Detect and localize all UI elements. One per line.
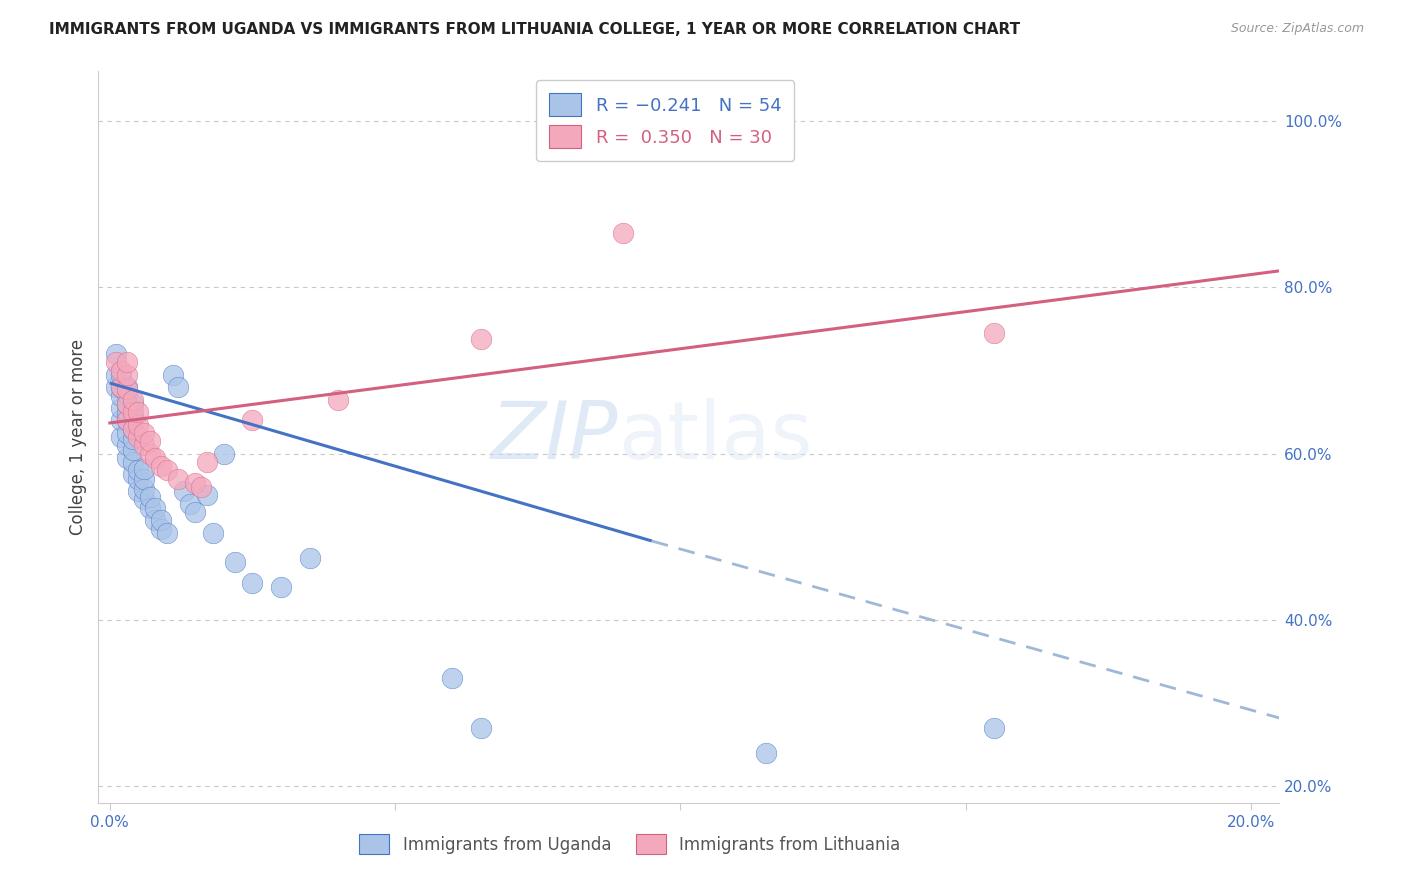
Point [162,368,184,382]
Point [755,746,778,760]
Point [201,525,224,540]
Point [270,580,292,594]
Point [132,438,155,452]
Point [184,505,207,519]
Point [127,405,149,419]
Point [195,488,218,502]
Point [212,447,235,461]
Point [115,380,138,394]
Point [115,355,138,369]
Point [150,459,173,474]
Point [104,368,127,382]
Point [127,430,149,444]
Point [121,455,143,469]
Point [115,397,138,411]
Point [145,450,167,465]
Point [110,401,132,415]
Text: atlas: atlas [619,398,813,476]
Point [139,490,162,504]
Point [121,422,143,436]
Point [110,363,132,377]
Point [156,463,179,477]
Point [145,513,167,527]
Point [441,671,464,685]
Point [115,397,138,411]
Point [121,432,143,446]
Point [115,450,138,465]
Point [242,575,264,590]
Point [121,442,143,457]
Point [115,368,138,382]
Point [242,413,264,427]
Point [132,472,155,486]
Point [127,472,149,486]
Point [115,425,138,440]
Point [121,397,143,411]
Point [121,392,143,407]
Point [110,380,132,394]
Point [139,434,162,449]
Point [132,461,155,475]
Point [110,430,132,444]
Point [132,482,155,496]
Point [104,380,127,394]
Point [139,447,162,461]
Point [121,405,143,419]
Point [110,368,132,382]
Point [132,425,155,440]
Point [224,555,246,569]
Point [115,405,138,419]
Point [173,484,195,499]
Point [115,438,138,452]
Point [184,475,207,490]
Point [190,480,212,494]
Point [470,332,492,346]
Point [127,417,149,432]
Point [127,484,149,499]
Point [150,513,173,527]
Point [195,455,218,469]
Point [115,413,138,427]
Point [121,409,143,424]
Point [612,227,634,241]
Text: ZIP: ZIP [491,398,619,476]
Point [115,413,138,427]
Point [104,347,127,361]
Point [326,392,349,407]
Point [121,422,143,436]
Point [104,355,127,369]
Legend: Immigrants from Uganda, Immigrants from Lithuania: Immigrants from Uganda, Immigrants from … [353,828,907,860]
Point [145,500,167,515]
Point [167,380,190,394]
Point [167,472,190,486]
Point [115,387,138,401]
Text: Source: ZipAtlas.com: Source: ZipAtlas.com [1230,22,1364,36]
Point [121,467,143,482]
Point [115,382,138,396]
Point [983,721,1005,735]
Text: IMMIGRANTS FROM UGANDA VS IMMIGRANTS FROM LITHUANIA COLLEGE, 1 YEAR OR MORE CORR: IMMIGRANTS FROM UGANDA VS IMMIGRANTS FRO… [49,22,1021,37]
Point [139,500,162,515]
Point [127,463,149,477]
Point [298,550,321,565]
Point [156,525,179,540]
Point [150,521,173,535]
Point [132,492,155,507]
Point [983,326,1005,341]
Point [110,380,132,394]
Point [179,497,201,511]
Point [110,413,132,427]
Y-axis label: College, 1 year or more: College, 1 year or more [69,339,87,535]
Point [110,388,132,402]
Point [470,721,492,735]
